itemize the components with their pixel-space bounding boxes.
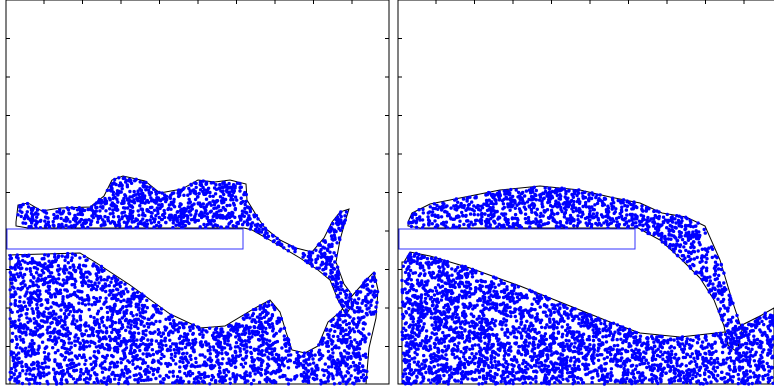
- panel-left-plate: [6, 228, 244, 250]
- panel-right-particles: [400, 185, 774, 386]
- panel-left-particles: [8, 176, 380, 386]
- panel-left: [5, 0, 390, 386]
- panel-right: [397, 0, 774, 386]
- panel-right-plate: [398, 228, 636, 250]
